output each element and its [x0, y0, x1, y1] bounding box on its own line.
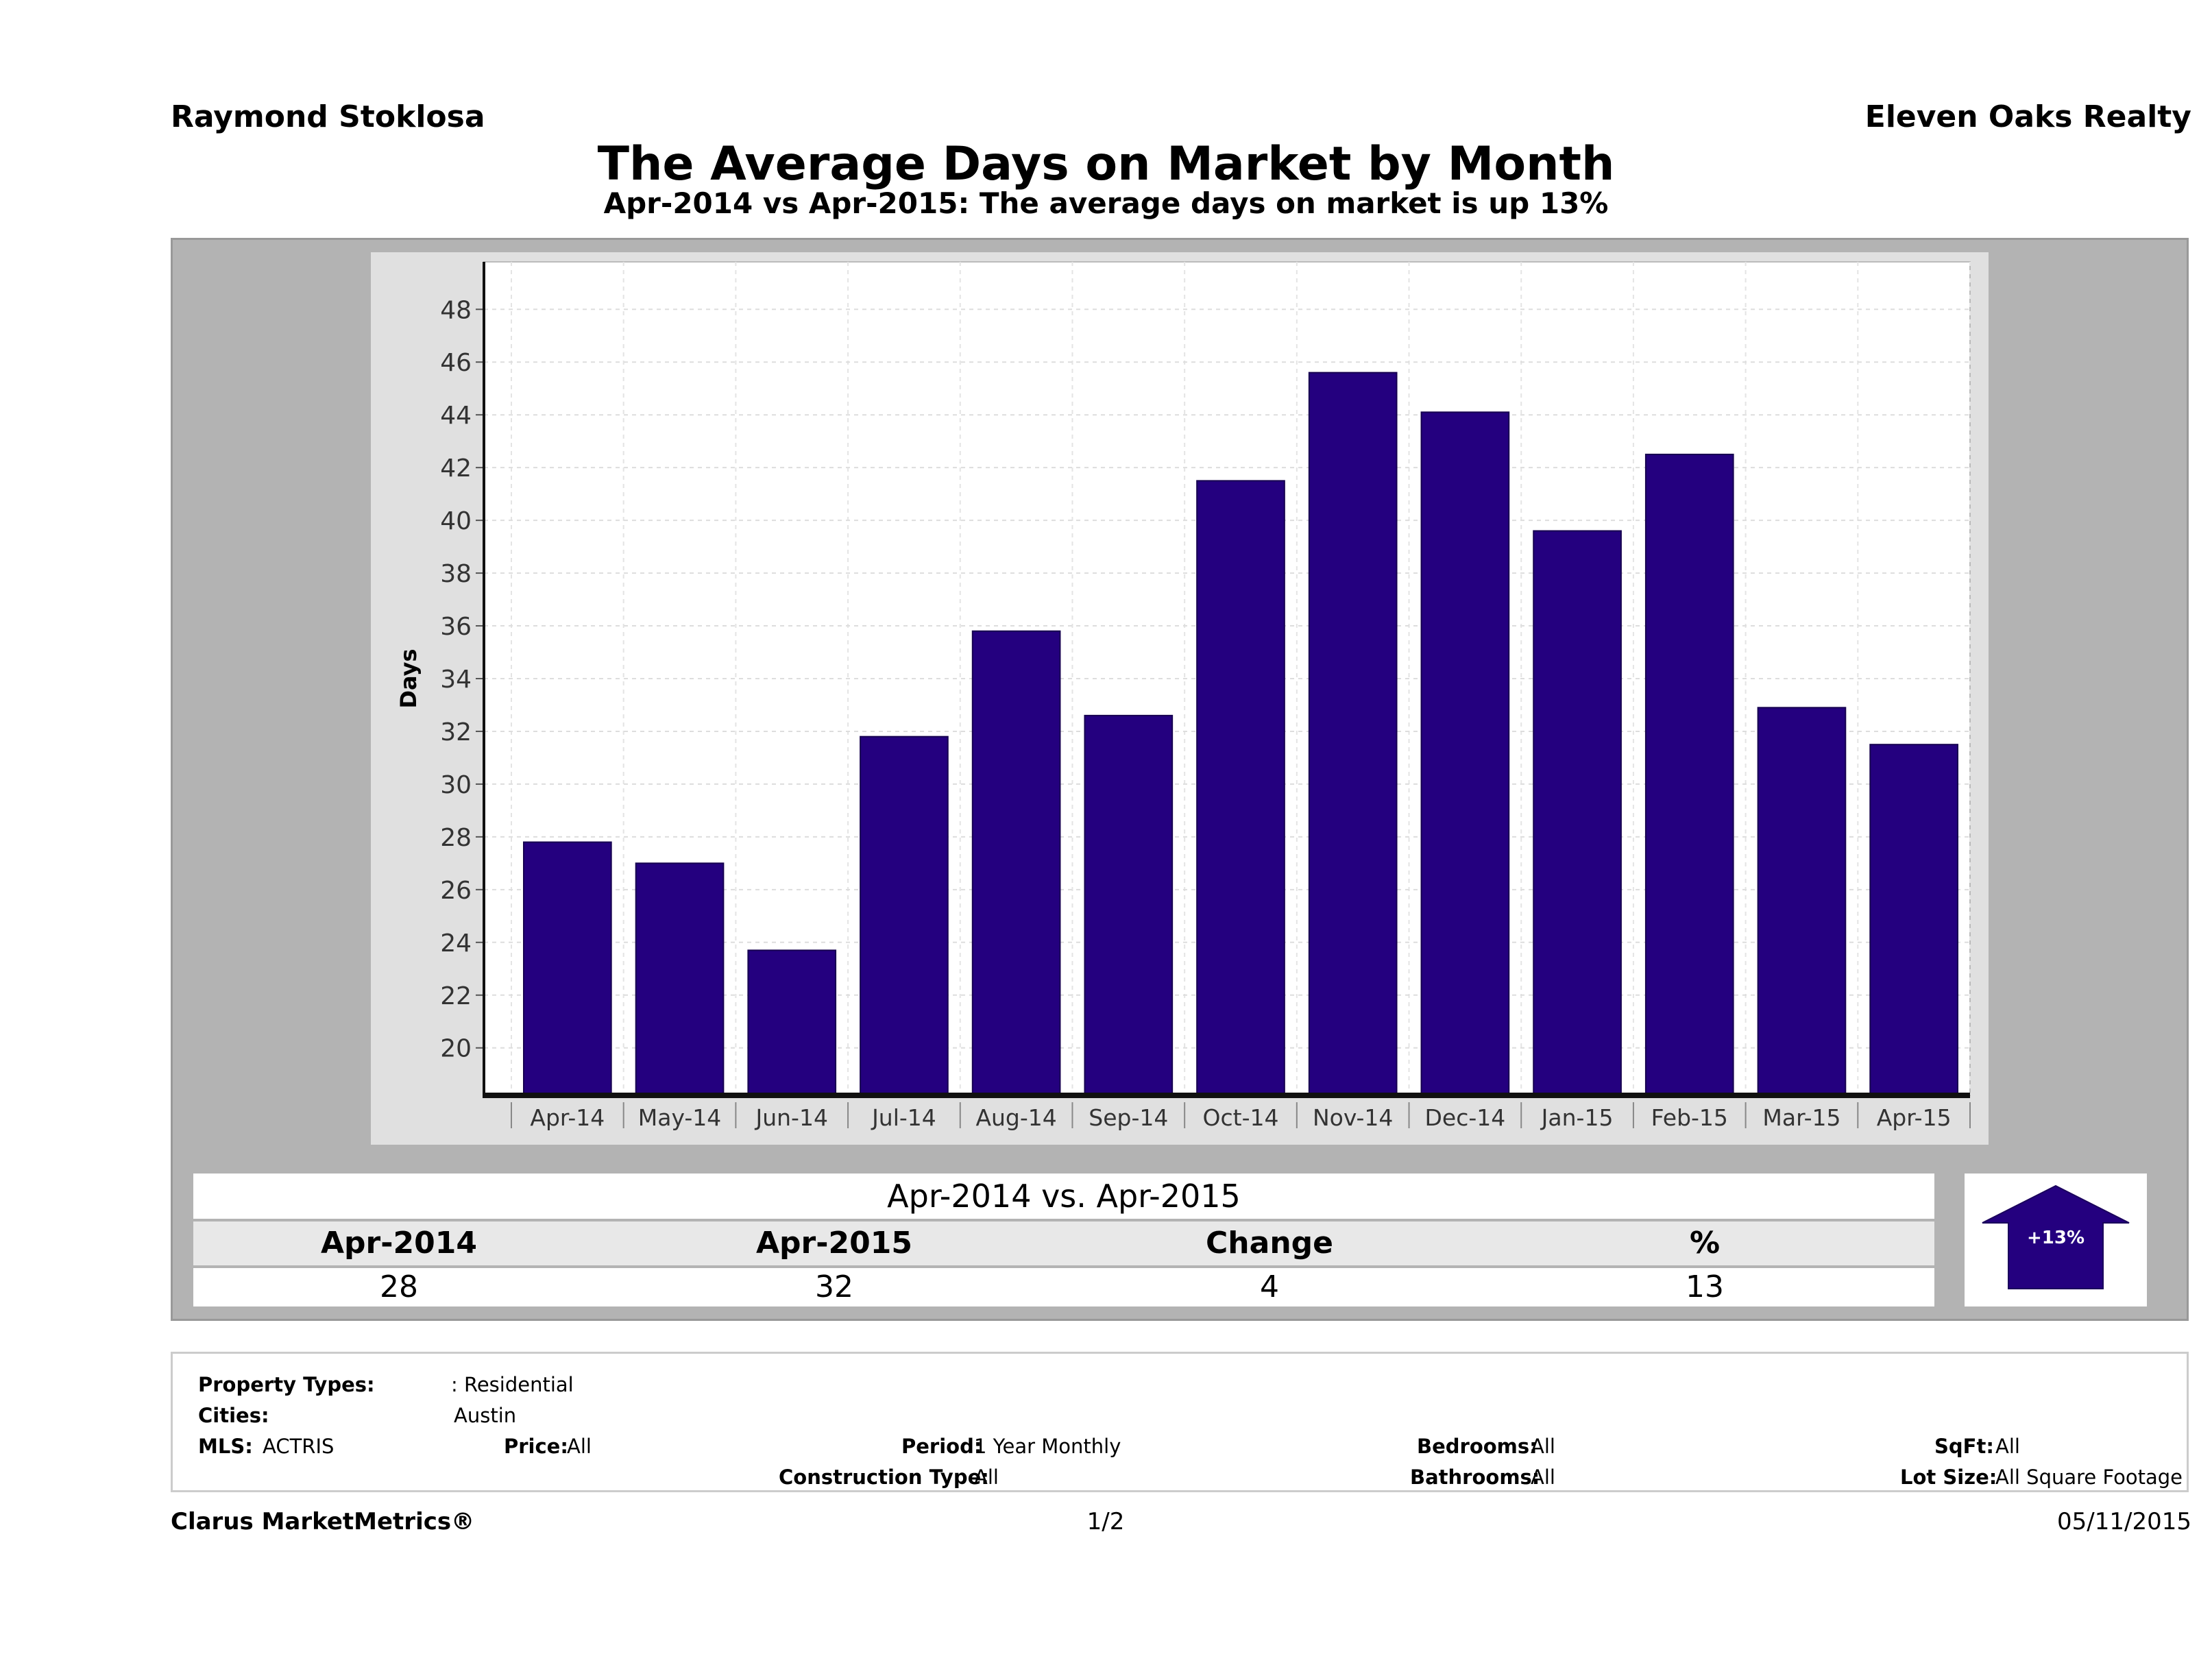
- bedrooms-label: Bedrooms:: [1417, 1435, 1538, 1458]
- change-badge: +13%: [1965, 1174, 2147, 1306]
- chart-title: The Average Days on Market by Month: [597, 137, 1615, 191]
- comparison-header-row: Apr-2014 Apr-2015 Change %: [193, 1221, 1934, 1265]
- chart-subtitle: Apr-2014 vs Apr-2015: The average days o…: [603, 186, 1609, 220]
- bar-Jun-14: [747, 949, 837, 1096]
- bar-Apr-14: [523, 841, 612, 1096]
- comparison-header-apr-2014: Apr-2014: [321, 1226, 477, 1261]
- cities-value: Austin: [454, 1404, 517, 1427]
- change-badge-label: +13%: [2027, 1228, 2085, 1248]
- mls-label: MLS:: [198, 1435, 253, 1458]
- comparison-value-row: 28 32 4 13: [193, 1268, 1934, 1306]
- y-tick-label: 36: [440, 613, 472, 641]
- search-criteria: Property Types: : Residential Cities: Au…: [171, 1352, 2189, 1492]
- x-tick-label: Jul-14: [871, 1104, 936, 1131]
- footer-page-number: 1/2: [1086, 1508, 1125, 1535]
- y-tick-label: 20: [440, 1035, 472, 1063]
- y-tick-label: 28: [440, 824, 472, 852]
- y-axis-title: Days: [396, 648, 422, 708]
- x-tick-label: Sep-14: [1089, 1104, 1168, 1131]
- x-tick-label: Feb-15: [1651, 1104, 1728, 1131]
- lot-size-value: All Square Footage: [1995, 1466, 2183, 1489]
- comparison-value-change: 4: [1260, 1269, 1279, 1304]
- comparison-header-apr-2015: Apr-2015: [756, 1226, 912, 1261]
- x-tick-label: Jan-15: [1540, 1104, 1614, 1131]
- footer-product: Clarus MarketMetrics®: [171, 1508, 475, 1535]
- comparison-value-apr-2014: 28: [380, 1269, 418, 1304]
- bar-Jan-15: [1533, 530, 1622, 1096]
- y-tick-label: 24: [440, 929, 472, 958]
- bar-May-14: [635, 862, 725, 1096]
- lot-size-label: Lot Size:: [1900, 1466, 1997, 1489]
- y-tick-label: 26: [440, 877, 472, 905]
- bathrooms-label: Bathrooms:: [1410, 1466, 1540, 1489]
- bar-Feb-15: [1644, 453, 1734, 1097]
- x-tick-label: May-14: [638, 1104, 722, 1131]
- agent-name: Raymond Stoklosa: [171, 99, 485, 134]
- x-tick-label: Jun-14: [754, 1104, 827, 1131]
- bar-Dec-14: [1420, 411, 1510, 1096]
- bar-chart: 20 22 24 26 28 30 32 34 36 38 40 42 44 46 48 Days Apr-14…: [396, 261, 1971, 1131]
- up-arrow-icon: +13%: [1982, 1184, 2130, 1289]
- footer-date: 05/11/2015: [2057, 1508, 2191, 1535]
- x-tick-label: Apr-15: [1877, 1104, 1952, 1131]
- bar-Apr-15: [1869, 744, 1958, 1096]
- comparison-title: Apr-2014 vs. Apr-2015: [193, 1174, 1934, 1219]
- comparison-header-change: Change: [1206, 1226, 1333, 1261]
- y-tick-label: 40: [440, 507, 472, 535]
- bar-Oct-14: [1196, 480, 1285, 1096]
- y-tick-label: 38: [440, 560, 472, 588]
- y-tick-label: 32: [440, 718, 472, 746]
- price-value: All: [567, 1435, 592, 1458]
- x-tick-label: Aug-14: [975, 1104, 1056, 1131]
- property-types-label: Property Types:: [198, 1373, 375, 1396]
- period-label: Period:: [901, 1435, 982, 1458]
- period-value: 1 Year Monthly: [974, 1435, 1121, 1458]
- bar-Jul-14: [860, 735, 949, 1096]
- x-tick-label: Apr-14: [530, 1104, 605, 1131]
- cities-label: Cities:: [198, 1404, 269, 1427]
- brokerage-name: Eleven Oaks Realty: [1864, 99, 2191, 134]
- x-tick-label: Dec-14: [1425, 1104, 1506, 1131]
- sqft-label: SqFt:: [1934, 1435, 1994, 1458]
- y-tick-label: 34: [440, 666, 472, 694]
- comparison-value-percent: 13: [1686, 1269, 1724, 1304]
- sqft-value: All: [1995, 1435, 2020, 1458]
- construction-type-label: Construction Type:: [779, 1466, 989, 1489]
- y-tick-label: 48: [440, 296, 472, 324]
- bedrooms-value: All: [1531, 1435, 1555, 1458]
- bar-Mar-15: [1757, 707, 1847, 1096]
- y-tick-label: 22: [440, 982, 472, 1010]
- y-tick-label: 42: [440, 454, 472, 483]
- y-tick-label: 46: [440, 349, 472, 377]
- x-tick-label: Oct-14: [1203, 1104, 1279, 1131]
- comparison-header-percent: %: [1689, 1226, 1721, 1261]
- y-tick-label: 30: [440, 771, 472, 799]
- bar-Nov-14: [1308, 372, 1398, 1097]
- bar-Aug-14: [971, 630, 1061, 1096]
- comparison-value-apr-2015: 32: [815, 1269, 853, 1304]
- bathrooms-value: All: [1531, 1466, 1555, 1489]
- price-label: Price:: [504, 1435, 568, 1458]
- bar-Sep-14: [1084, 714, 1174, 1096]
- property-types-value: : Residential: [451, 1373, 574, 1396]
- y-tick-label: 44: [440, 402, 472, 430]
- x-tick-label: Mar-15: [1762, 1104, 1840, 1131]
- mls-value: ACTRIS: [263, 1435, 335, 1458]
- construction-type-value: All: [974, 1466, 999, 1489]
- x-tick-label: Nov-14: [1313, 1104, 1393, 1131]
